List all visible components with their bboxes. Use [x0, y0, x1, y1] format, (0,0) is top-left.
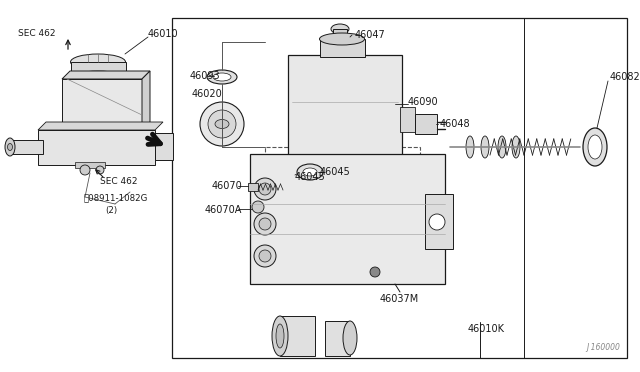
Ellipse shape: [213, 73, 231, 81]
Bar: [250, 154, 445, 284]
Circle shape: [200, 102, 244, 146]
Text: 46010: 46010: [148, 29, 179, 39]
Ellipse shape: [254, 178, 276, 200]
Bar: [75, 162, 105, 168]
Bar: [333, 29, 347, 39]
Ellipse shape: [303, 168, 317, 176]
Ellipse shape: [276, 324, 284, 348]
Ellipse shape: [259, 250, 271, 262]
Ellipse shape: [319, 33, 365, 45]
Text: 46082: 46082: [610, 72, 640, 82]
Text: ⓝ08911-1082G: ⓝ08911-1082G: [84, 193, 148, 202]
Text: (2): (2): [105, 205, 117, 215]
Ellipse shape: [272, 316, 288, 356]
Circle shape: [252, 201, 264, 213]
Text: 46010K: 46010K: [468, 324, 505, 334]
FancyBboxPatch shape: [288, 55, 402, 174]
Bar: [415, 114, 437, 134]
Ellipse shape: [588, 135, 602, 159]
Text: 46093: 46093: [190, 71, 221, 81]
Bar: [280, 316, 315, 356]
Ellipse shape: [583, 128, 607, 166]
Circle shape: [80, 165, 90, 175]
Bar: [172, 18, 627, 358]
Bar: [425, 194, 453, 249]
Ellipse shape: [275, 169, 291, 179]
Ellipse shape: [5, 138, 15, 156]
Ellipse shape: [269, 165, 297, 183]
Bar: [71, 62, 126, 77]
Ellipse shape: [331, 35, 349, 43]
Ellipse shape: [343, 321, 357, 355]
Text: 46070: 46070: [212, 181, 243, 191]
Text: 46045: 46045: [320, 167, 351, 177]
Bar: [10, 140, 43, 154]
Circle shape: [370, 267, 380, 277]
Ellipse shape: [259, 218, 271, 230]
Text: 46045: 46045: [295, 172, 326, 182]
Circle shape: [96, 166, 104, 174]
Bar: [325, 321, 350, 356]
Ellipse shape: [215, 119, 229, 128]
Bar: [400, 107, 415, 132]
Bar: [248, 183, 258, 191]
Ellipse shape: [8, 144, 13, 151]
Circle shape: [429, 214, 445, 230]
Ellipse shape: [481, 136, 489, 158]
Ellipse shape: [254, 245, 276, 267]
Bar: [265, 147, 420, 272]
Bar: [320, 39, 365, 57]
Ellipse shape: [297, 164, 323, 180]
Ellipse shape: [466, 136, 474, 158]
Polygon shape: [62, 71, 150, 79]
Text: J 160000: J 160000: [586, 343, 620, 352]
Text: 46070A: 46070A: [205, 205, 243, 215]
Text: 46020: 46020: [192, 89, 223, 99]
Text: SEC 462: SEC 462: [100, 177, 138, 186]
Text: 46090: 46090: [408, 97, 438, 107]
Circle shape: [208, 110, 236, 138]
Text: SEC 462: SEC 462: [18, 29, 56, 38]
Ellipse shape: [259, 183, 271, 195]
Text: 46037M: 46037M: [380, 294, 419, 304]
Ellipse shape: [70, 71, 125, 83]
Ellipse shape: [512, 136, 520, 158]
Text: 46047: 46047: [355, 30, 386, 40]
Bar: [155, 133, 173, 160]
Ellipse shape: [254, 213, 276, 235]
Polygon shape: [38, 122, 163, 130]
Polygon shape: [142, 71, 150, 130]
Ellipse shape: [70, 54, 125, 70]
Ellipse shape: [331, 24, 349, 34]
Text: 46048: 46048: [440, 119, 470, 129]
Ellipse shape: [207, 70, 237, 84]
Ellipse shape: [498, 136, 506, 158]
Bar: [38, 130, 155, 165]
Bar: [62, 79, 142, 130]
